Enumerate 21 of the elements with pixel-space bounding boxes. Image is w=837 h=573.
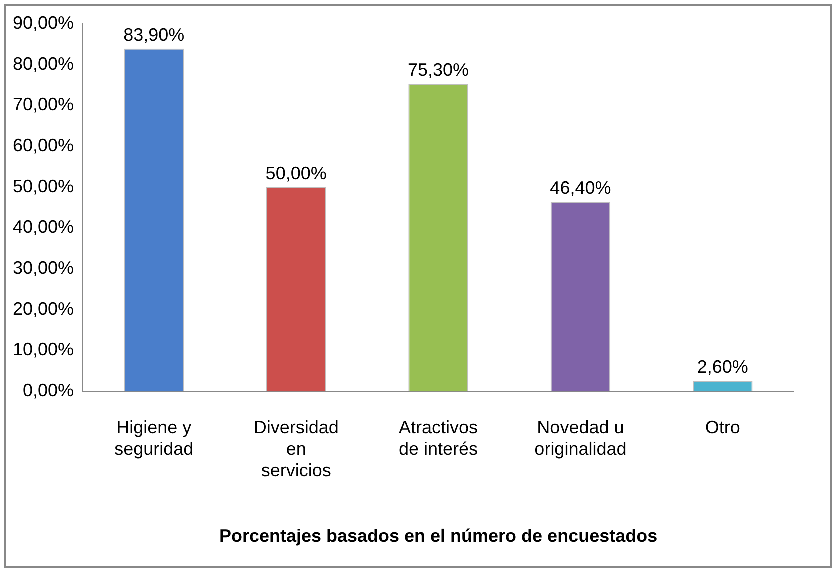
x-tick-label: Higiene y seguridad [114,417,194,459]
data-label: 50,00% [266,163,327,184]
x-axis-title: Porcentajes basados en el número de encuestados [219,526,658,546]
x-tick-label: Otro [705,417,740,438]
data-label: 46,40% [550,178,612,198]
y-tick-label: 50,00% [12,176,74,196]
x-tick-label: Diversidad en servicios [254,417,339,481]
y-tick-label: 70,00% [12,94,74,115]
y-tick-label: 10,00% [12,340,74,360]
y-tick-label: 30,00% [12,258,74,278]
data-label: 83,90% [124,24,185,45]
y-tick-label: 20,00% [12,298,74,319]
x-tick-label: Atractivos de interés [398,417,478,459]
data-label: 75,30% [408,60,470,80]
y-tick-label: 80,00% [12,54,74,74]
y-tick-label: 90,00% [12,12,74,33]
data-label: 2,60% [697,356,748,377]
y-tick-label: 40,00% [12,217,74,238]
y-tick-label: 60,00% [12,136,74,156]
y-tick-label: 0,00% [23,380,74,401]
x-tick-label: Novedad u originalidad [534,417,627,459]
